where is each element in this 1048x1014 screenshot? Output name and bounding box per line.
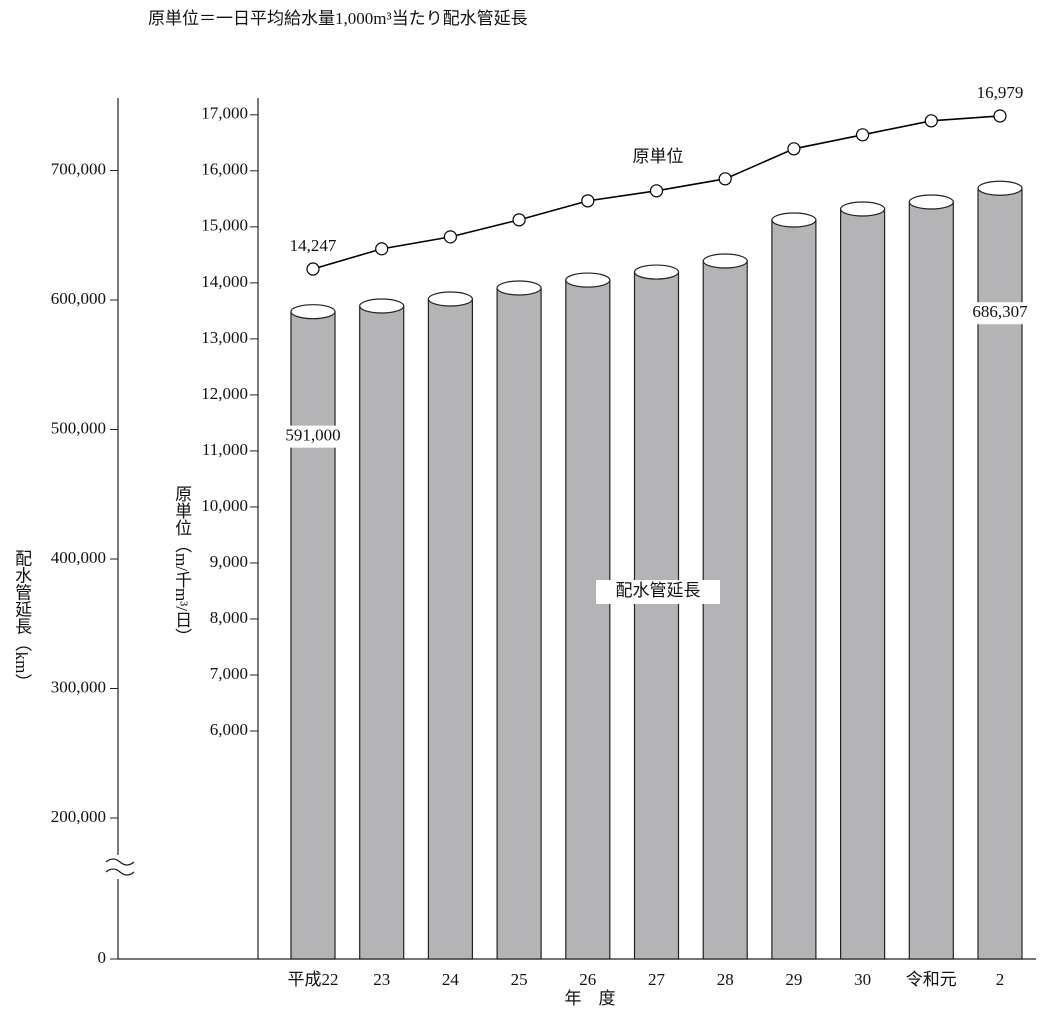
y-tick-label: 200,000 (51, 807, 106, 826)
marker (993, 109, 1007, 123)
bar-top (359, 298, 405, 314)
series-label: 原単位 (633, 147, 684, 166)
x-tick-label: 26 (579, 970, 596, 989)
bar (633, 271, 680, 960)
marker (649, 184, 664, 198)
y2-tick-label: 6,000 (210, 720, 248, 739)
data-label: 686,307 (972, 302, 1028, 321)
marker (306, 262, 320, 276)
bar-top (290, 304, 336, 320)
series-label: 配水管延長 (616, 581, 701, 600)
y2-tick-label: 8,000 (210, 608, 248, 627)
axis-break (105, 858, 135, 876)
y2-tick-label: 17,000 (201, 104, 248, 123)
data-label-bg (966, 302, 1034, 325)
x-tick-label: 令和元 (906, 970, 957, 989)
chart-subtitle: 原単位＝一日平均給水量1,000m³当たり配水管延長 (148, 9, 528, 28)
bar (290, 311, 336, 960)
y2-tick-label: 7,000 (210, 664, 248, 683)
x-tick-label: 23 (373, 970, 390, 989)
x-tick-label: 24 (442, 970, 460, 989)
y-tick-label: 600,000 (51, 289, 106, 308)
x-axis-title: 年 度 (565, 989, 616, 1008)
y2-tick-label: 9,000 (210, 552, 248, 571)
y2-tick-label: 16,000 (201, 160, 248, 179)
y2-tick-label: 13,000 (201, 328, 248, 347)
bar-top (839, 201, 886, 217)
bar-top (977, 180, 1023, 196)
x-tick-label: 30 (854, 970, 871, 989)
bar (359, 305, 405, 960)
marker (855, 128, 870, 142)
data-label: 591,000 (285, 426, 340, 445)
x-tick-label: 27 (648, 970, 666, 989)
bar-top (908, 194, 954, 210)
bar-top (702, 253, 748, 269)
bar-top (771, 212, 817, 228)
marker (924, 114, 938, 128)
bar-top (427, 291, 473, 307)
bar (565, 279, 611, 960)
y2-tick-label: 15,000 (201, 216, 248, 235)
y-tick-label: 400,000 (51, 548, 106, 567)
marker (512, 213, 526, 227)
bar (496, 287, 542, 960)
y-tick-label: 300,000 (51, 677, 106, 696)
x-tick-label: 25 (511, 970, 528, 989)
bar-top (633, 264, 680, 280)
marker (787, 142, 801, 156)
data-label: 16,979 (977, 83, 1024, 102)
marker (375, 242, 389, 256)
y-tick-label: 0 (98, 948, 107, 967)
y2-axis-title: 原単位（m/千m³/日） (172, 485, 192, 645)
bar (771, 219, 817, 960)
y2-tick-label: 14,000 (201, 272, 248, 291)
y2-tick-label: 11,000 (202, 440, 248, 459)
x-tick-label: 平成22 (288, 970, 339, 989)
y-tick-label: 500,000 (51, 418, 106, 437)
marker (581, 194, 595, 208)
data-label-bg (279, 425, 347, 448)
bar (427, 298, 473, 960)
y2-tick-label: 12,000 (201, 384, 248, 403)
y2-tick-label: 10,000 (201, 496, 248, 515)
bar-top (565, 272, 611, 288)
bar (908, 201, 954, 960)
bar-top (496, 280, 542, 296)
series-label-bg (596, 580, 720, 604)
x-tick-label: 29 (785, 970, 802, 989)
y-axis-title: 配水管延長（km） (12, 550, 32, 691)
bar (839, 208, 886, 960)
x-tick-label: 28 (717, 970, 734, 989)
y-tick-label: 700,000 (51, 159, 106, 178)
x-tick-label: 2 (996, 970, 1005, 989)
marker (718, 172, 732, 186)
data-label: 14,247 (290, 236, 337, 255)
marker (443, 230, 457, 244)
bar (702, 260, 748, 960)
